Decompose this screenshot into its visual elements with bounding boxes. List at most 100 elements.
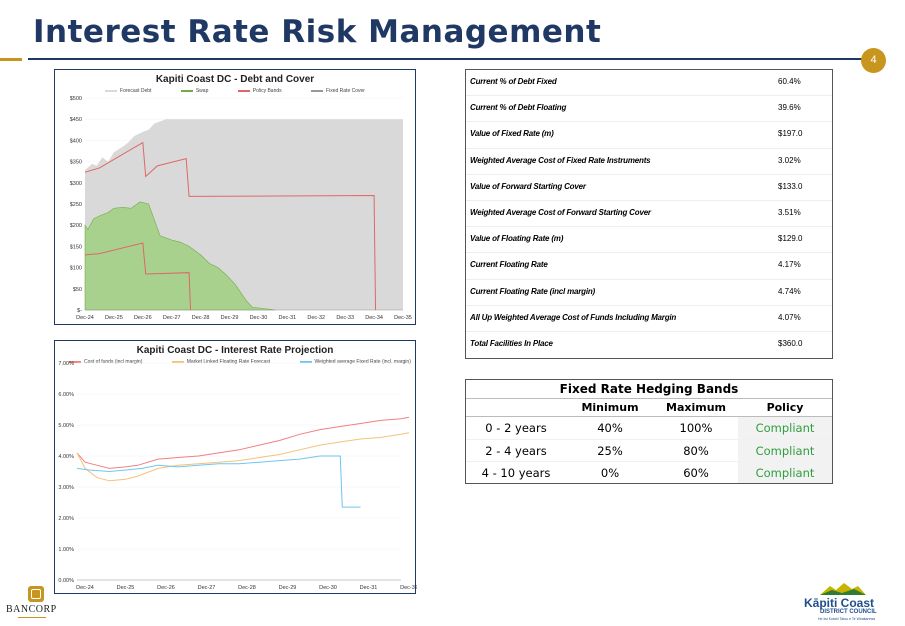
bancorp-underline <box>18 617 46 618</box>
swap-area <box>84 201 276 311</box>
x-tick-label: Dec-33 <box>336 315 354 321</box>
chart-title: Kapiti Coast DC - Debt and Cover <box>155 74 315 85</box>
y-tick-label: 0.00% <box>58 578 74 584</box>
metric-label: Total Facilities In Place <box>470 338 553 348</box>
interest-rate-projection-chart: Kapiti Coast DC - Interest Rate Projecti… <box>54 340 417 594</box>
metric-row: Current Floating Rate 4.17% <box>466 253 832 280</box>
kapiti-logo-tagline: He Iwi Kotahi Tatou e Te Whakarewa <box>818 617 876 621</box>
metric-row: Value of Forward Starting Cover $133.0 <box>466 175 832 201</box>
interest-rate-plot: 7.00% 6.00% 5.00% 4.00% 3.00% 2.00% 1.00% 0.00%… <box>58 361 417 591</box>
y-tick-label: $250 <box>70 202 82 208</box>
metric-value: $129.0 <box>778 234 803 244</box>
y-tick-label: 3.00% <box>58 485 74 491</box>
x-tick-label: Dec-27 <box>198 585 216 591</box>
y-tick-label: $- <box>77 308 82 314</box>
header-cell: Maximum <box>666 401 726 414</box>
bancorp-logo-icon <box>28 586 44 602</box>
metric-row: Current Floating Rate (incl margin) 4.74% <box>466 280 832 306</box>
legend-swatch-icon <box>105 89 118 92</box>
floating-rate-forecast-line <box>76 432 410 482</box>
x-tick-label: Dec-32 <box>400 585 417 591</box>
legend-swatch-icon <box>69 360 81 363</box>
page-number-badge: 4 <box>861 48 886 73</box>
y-tick-label: 1.00% <box>58 547 74 553</box>
x-tick-label: Dec-24 <box>76 585 94 591</box>
metric-label: All Up Weighted Average Cost of Funds In… <box>470 312 677 322</box>
y-tick-label: $150 <box>70 244 82 250</box>
debt-cover-chart: Kapiti Coast DC - Debt and Cover Forecas… <box>54 69 416 325</box>
band-cell: 4 - 10 years <box>481 466 551 480</box>
x-tick-label: Dec-27 <box>163 315 181 321</box>
y-tick-label: $350 <box>70 160 82 166</box>
x-tick-label: Dec-28 <box>192 315 210 321</box>
metric-row: Total Facilities In Place $360.0 <box>466 332 832 358</box>
x-tick-label: Dec-29 <box>221 315 239 321</box>
metric-value: 39.6% <box>778 103 801 113</box>
chart-legend: Cost of funds (incl margin) Market Linke… <box>55 359 415 365</box>
y-tick-label: 6.00% <box>58 392 74 398</box>
legend-swatch-icon <box>180 89 193 92</box>
header-cell <box>466 399 566 416</box>
x-tick-label: Dec-28 <box>238 585 256 591</box>
header-cell: Minimum <box>581 401 639 414</box>
x-tick-label: Dec-30 <box>250 315 268 321</box>
debt-metrics-table: Current % of Debt Fixed 60.4% Current % of… <box>465 69 833 360</box>
metric-label: Value of Fixed Rate (m) <box>470 129 554 139</box>
policy-band-lower-line <box>84 242 192 311</box>
legend-item: Fixed Rate Cover <box>311 88 365 94</box>
legend-label: Policy Bands <box>252 88 282 94</box>
metric-row: Value of Floating Rate (m) $129.0 <box>466 227 832 254</box>
minimum-cell: 40% <box>597 421 623 435</box>
legend-label: Market Linked Floating Rate Forecast <box>186 359 271 365</box>
x-tick-label: Dec-26 <box>134 315 152 321</box>
legend-label: Cost of funds (incl margin) <box>84 359 143 365</box>
legend-label: Forecast Debt <box>120 88 152 94</box>
policy-status-cell: Compliant <box>738 417 832 439</box>
legend-swatch-icon <box>299 360 312 363</box>
legend-item: Weighted average Fixed Rate (incl. margi… <box>299 359 411 365</box>
hedging-table-title: Fixed Rate Hedging Bands <box>466 380 832 399</box>
metric-row: Current % of Debt Floating 39.6% <box>466 96 832 123</box>
legend-swatch-icon <box>237 89 250 92</box>
policy-band-upper-line <box>84 141 377 311</box>
weighted-fixed-rate-line <box>76 455 361 508</box>
hedging-bands-table: Fixed Rate Hedging Bands Minimum Maximum… <box>465 379 833 484</box>
legend-label: Weighted average Fixed Rate (incl. margi… <box>314 359 411 365</box>
metric-value: $360.0 <box>778 338 803 348</box>
band-cell: 2 - 4 years <box>485 444 547 458</box>
metric-value: 4.07% <box>778 312 801 322</box>
cost-of-funds-line <box>76 416 410 469</box>
maximum-cell: 60% <box>683 466 709 480</box>
hedging-row: 4 - 10 years 0% 60% Compliant <box>466 461 832 483</box>
y-tick-label: $200 <box>70 223 82 229</box>
metric-value: 60.4% <box>778 77 801 86</box>
metric-value: 3.51% <box>778 207 801 217</box>
x-tick-label: Dec-25 <box>117 585 135 591</box>
hedging-row: 2 - 4 years 25% 80% Compliant <box>466 439 832 461</box>
x-tick-label: Dec-26 <box>157 585 175 591</box>
maximum-cell: 100% <box>679 421 713 435</box>
kapiti-hills-icon <box>820 583 866 595</box>
kapiti-logo-name: Kāpiti Coast <box>804 596 875 610</box>
y-tick-label: 5.00% <box>58 423 74 429</box>
hedging-header-row: Minimum Maximum Policy <box>466 399 832 417</box>
y-tick-label: 2.00% <box>58 516 74 522</box>
minimum-cell: 25% <box>597 444 623 458</box>
legend-item: Forecast Debt <box>105 88 151 94</box>
metric-row: Current % of Debt Fixed 60.4% <box>466 70 832 97</box>
hedging-row: 0 - 2 years 40% 100% Compliant <box>466 417 832 439</box>
metric-label: Value of Forward Starting Cover <box>470 181 586 191</box>
metric-value: 4.74% <box>778 286 801 296</box>
chart-legend: Forecast Debt Swap Policy Bands Fixed Ra… <box>55 88 415 94</box>
x-tick-label: Dec-35 <box>394 315 412 321</box>
x-tick-label: Dec-30 <box>319 585 337 591</box>
metric-value: $197.0 <box>778 129 803 139</box>
policy-status-cell: Compliant <box>738 462 832 483</box>
metric-row: All Up Weighted Average Cost of Funds In… <box>466 306 832 332</box>
metric-value: 3.02% <box>778 155 801 165</box>
kapiti-logo-subtitle: DISTRICT COUNCIL <box>820 609 877 615</box>
metric-value: $133.0 <box>778 181 803 191</box>
metric-label: Value of Floating Rate (m) <box>470 234 564 244</box>
y-tick-label: $500 <box>70 96 82 102</box>
metric-row: Weighted Average Cost of Forward Startin… <box>466 201 832 228</box>
